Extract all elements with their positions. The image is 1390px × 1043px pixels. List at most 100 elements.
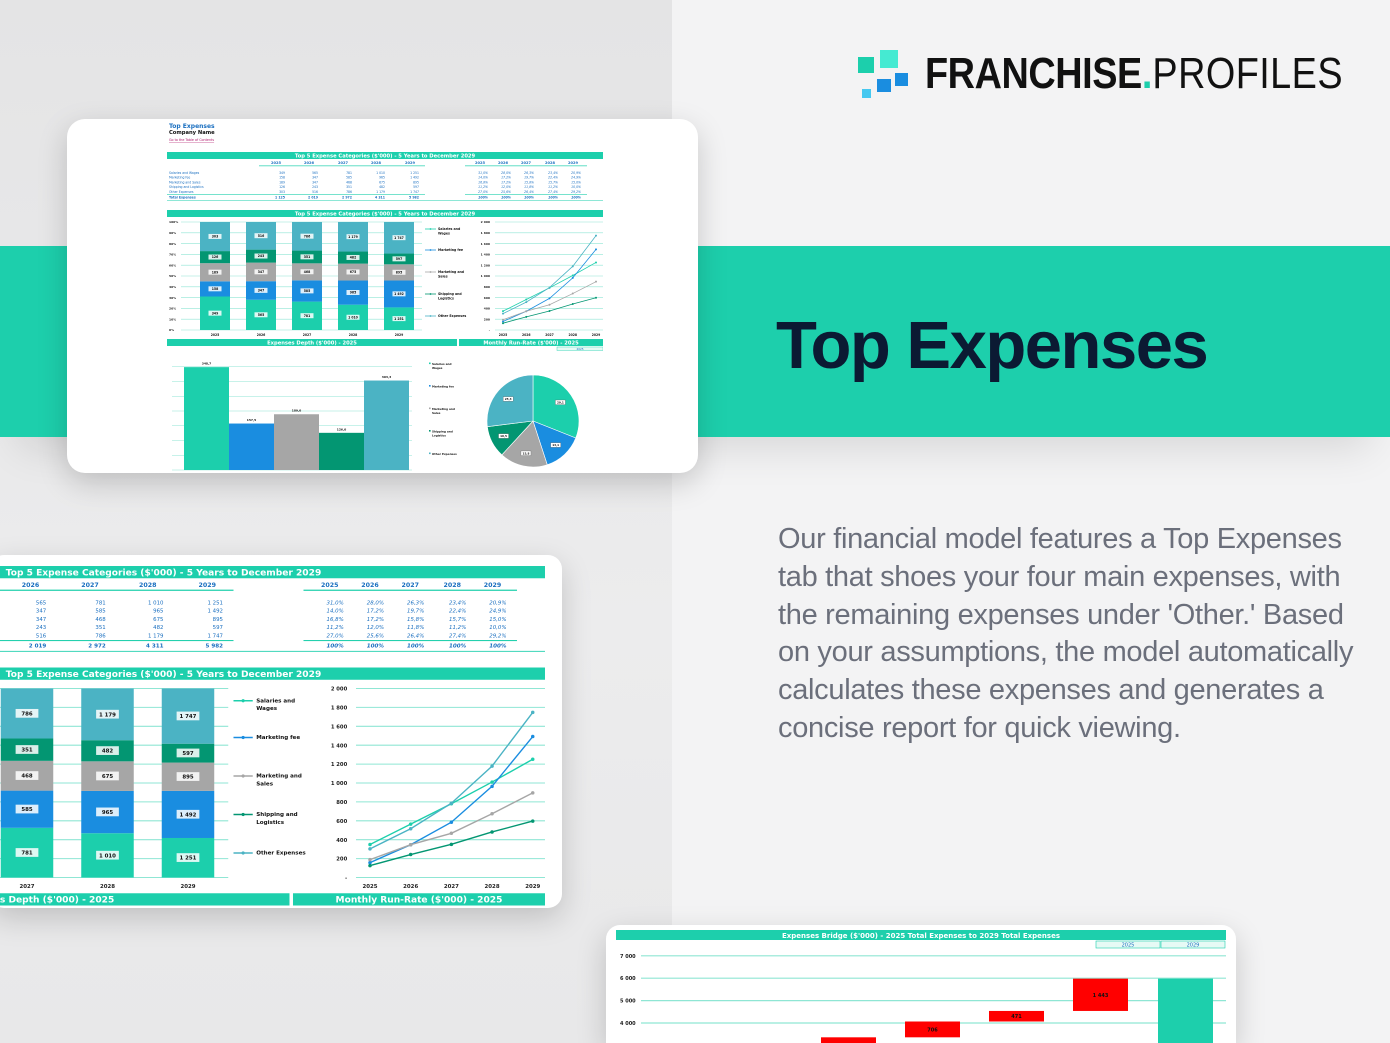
x-tick-label: 2025 xyxy=(211,333,220,337)
bar-label: 1 492 xyxy=(394,292,404,296)
line-point xyxy=(571,292,574,295)
total-cell: 1 125 xyxy=(275,196,285,200)
year-header: 2026 xyxy=(22,582,40,589)
bridge-bar xyxy=(1073,978,1128,1011)
total-cell: 2 972 xyxy=(342,196,352,200)
y-tick-label: 20% xyxy=(169,307,176,311)
bar-label: 585 xyxy=(21,807,33,813)
bridge-title-bar xyxy=(616,930,1226,940)
legend-label: Logistics xyxy=(256,820,284,826)
depth-title-bar xyxy=(167,339,457,346)
bar-label-box xyxy=(346,234,360,240)
bar-label: 597 xyxy=(182,751,194,757)
pct-cell: 22,4% xyxy=(548,176,558,180)
legend-swatch xyxy=(429,362,431,365)
line-point xyxy=(502,318,504,321)
depth-bar xyxy=(274,414,319,470)
bar-label: 468 xyxy=(21,774,33,780)
bridge-year-selector[interactable] xyxy=(1095,940,1161,949)
x-tick-label: 2029 xyxy=(395,333,404,337)
line-point xyxy=(530,734,535,739)
y-tick-label: 800 xyxy=(336,800,347,806)
total-cell: 5 982 xyxy=(206,643,224,649)
y-tick-label: 90% xyxy=(169,231,176,235)
depth-bar xyxy=(229,423,274,470)
bar-label-box xyxy=(96,807,119,817)
total-cell: 5 982 xyxy=(409,196,419,200)
y-tick-label: 40% xyxy=(169,285,176,289)
table-cell: 347 xyxy=(36,609,46,615)
depth-title: Expenses Depth ($'000) - 2025 xyxy=(0,896,114,906)
expenses-bridge-card: Expenses Bridge ($'000) - 2025 Total Exp… xyxy=(606,925,1236,1043)
pct-cell: 14,0% xyxy=(478,176,488,180)
bar-label: 675 xyxy=(350,270,356,274)
bar-label: 1 492 xyxy=(180,812,197,818)
pie-label-box xyxy=(555,399,566,405)
line-point xyxy=(449,801,454,805)
y-tick-label: 1 400 xyxy=(481,253,490,257)
bar-label-box xyxy=(392,235,406,241)
pct-cell: 25,6% xyxy=(367,633,384,639)
line-point xyxy=(449,842,454,847)
line-series xyxy=(369,711,534,850)
pct-cell: 15,0% xyxy=(489,617,506,623)
total-pct-cell: 100% xyxy=(571,196,582,200)
bridge-bar-label: 706 xyxy=(927,1027,938,1033)
pie-label: 29,1 xyxy=(557,400,564,404)
x-tick-label: 2028 xyxy=(568,333,577,337)
bar-label: 303 xyxy=(212,235,218,239)
y-tick-label: 800 xyxy=(484,285,490,289)
legend-label: Other Expenses xyxy=(432,452,457,456)
pct-cell: 24,9% xyxy=(489,609,506,615)
legend-marker xyxy=(241,812,245,817)
bar-label-box xyxy=(300,313,314,319)
pct-cell: 29,2% xyxy=(571,190,581,194)
x-tick-label: 2027 xyxy=(545,333,554,337)
row-label: Shipping and Logistics xyxy=(169,185,204,189)
legend-label: Sales xyxy=(438,274,448,278)
line-point xyxy=(368,847,372,851)
section-title-charts-bar xyxy=(167,210,603,217)
x-tick-label: 2025 xyxy=(499,333,508,337)
legend-swatch xyxy=(429,452,431,455)
pct-year-header: 2025 xyxy=(321,582,338,589)
legend-label: Salaries and xyxy=(438,227,461,231)
line-point xyxy=(548,286,551,289)
legend-label: Logistics xyxy=(438,296,454,300)
y-tick-label: 50% xyxy=(169,274,176,278)
bar-label-box xyxy=(392,316,406,322)
runrate-title: Monthly Run-Rate ($'000) - 2025 xyxy=(336,896,503,906)
bridge-bar-label: 471 xyxy=(1011,1014,1022,1020)
x-tick-label: 2029 xyxy=(592,333,601,337)
legend-marker xyxy=(429,228,432,230)
line-point xyxy=(490,784,494,789)
bridge-year-selector[interactable] xyxy=(1160,940,1226,949)
line-point xyxy=(548,310,551,313)
pct-cell: 26,4% xyxy=(407,633,424,639)
line-point xyxy=(449,831,454,836)
bar-label: 516 xyxy=(258,234,264,238)
pct-cell: 17,2% xyxy=(501,176,511,180)
year-header: 2029 xyxy=(405,161,416,165)
total-pct-cell: 100% xyxy=(501,196,512,200)
line-point xyxy=(368,863,372,868)
toc-link[interactable]: Go to the Table of Contents xyxy=(169,138,214,142)
bar-label-box xyxy=(96,709,119,719)
y-tick-label: 1 600 xyxy=(331,724,348,730)
pct-cell: 17,2% xyxy=(367,609,384,615)
bar-label: 243 xyxy=(258,254,264,258)
y-tick-label: 0% xyxy=(169,328,174,332)
x-tick-label: 2027 xyxy=(19,884,34,890)
bar-label-box xyxy=(300,269,314,275)
pct-cell: 11,8% xyxy=(407,625,424,631)
spreadsheet-preview-card: Top Expenses Company Name Go to the Table … xyxy=(67,119,698,473)
runrate-title-bar xyxy=(459,339,603,346)
bar-label: 1 010 xyxy=(348,315,358,319)
line-point xyxy=(530,819,535,823)
row-label: Salaries and Wages xyxy=(169,171,200,175)
depth-bar-label: 303,3 xyxy=(382,375,392,379)
bridge-bar xyxy=(905,1021,960,1038)
line-point xyxy=(408,822,413,826)
bar-label: 158 xyxy=(212,287,218,291)
